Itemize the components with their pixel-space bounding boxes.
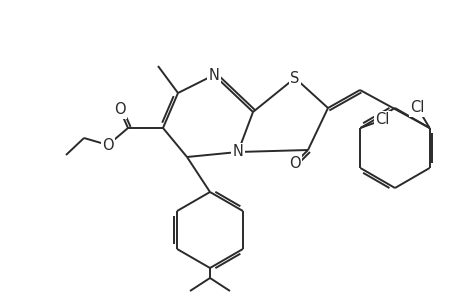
Text: N: N: [232, 145, 243, 160]
Text: O: O: [289, 155, 300, 170]
Text: N: N: [208, 68, 219, 82]
Text: Cl: Cl: [409, 100, 424, 116]
Text: S: S: [290, 70, 299, 86]
Text: O: O: [114, 103, 126, 118]
Text: Cl: Cl: [375, 112, 389, 128]
Text: O: O: [102, 137, 113, 152]
